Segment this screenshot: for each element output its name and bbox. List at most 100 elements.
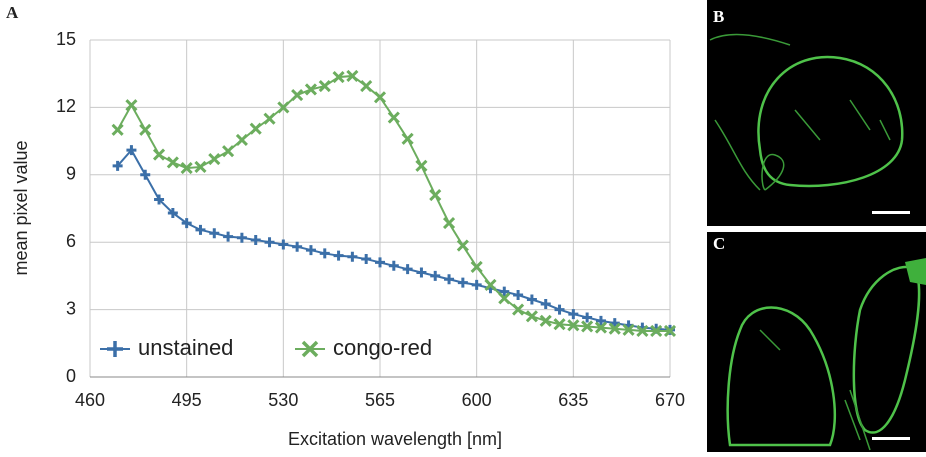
data-point xyxy=(347,251,358,262)
data-point xyxy=(513,289,524,300)
series-line xyxy=(116,148,671,331)
data-point xyxy=(291,88,304,102)
y-tick-label: 0 xyxy=(66,366,76,386)
data-point xyxy=(401,132,414,145)
data-point xyxy=(154,194,165,205)
data-point xyxy=(223,231,234,242)
data-point xyxy=(167,207,178,218)
data-point xyxy=(415,159,428,172)
data-point xyxy=(388,260,399,271)
data-point xyxy=(567,319,580,332)
data-point xyxy=(111,123,124,136)
legend-label: congo-red xyxy=(333,335,432,360)
data-point xyxy=(430,270,441,281)
data-point xyxy=(442,217,456,230)
x-tick-label: 670 xyxy=(655,390,685,410)
data-point xyxy=(526,294,537,305)
y-tick-label: 3 xyxy=(66,298,76,318)
data-point xyxy=(305,245,316,256)
data-point xyxy=(457,277,468,288)
x-tick-label: 635 xyxy=(558,390,588,410)
legend-label: unstained xyxy=(138,335,233,360)
data-point xyxy=(250,234,261,245)
data-point xyxy=(195,224,206,235)
data-point xyxy=(470,260,483,273)
data-point xyxy=(499,286,510,297)
y-tick-label: 12 xyxy=(56,96,76,116)
data-point xyxy=(471,279,482,290)
data-point xyxy=(525,310,538,323)
data-point xyxy=(540,298,551,309)
data-point xyxy=(554,304,565,315)
data-point xyxy=(360,79,373,93)
data-point xyxy=(456,239,469,252)
data-point xyxy=(319,248,330,259)
data-point xyxy=(140,169,151,180)
data-point xyxy=(166,156,179,169)
data-point xyxy=(582,312,593,323)
data-point xyxy=(387,111,400,124)
data-point xyxy=(235,133,248,147)
data-point xyxy=(263,112,276,125)
data-point xyxy=(636,324,649,338)
data-point xyxy=(373,91,387,104)
data-point xyxy=(539,314,552,327)
data-point xyxy=(264,237,275,248)
data-point xyxy=(402,264,413,275)
data-point xyxy=(304,83,318,96)
data-point xyxy=(112,160,123,171)
panel-label: B xyxy=(713,7,724,26)
data-point xyxy=(429,188,442,202)
data-point xyxy=(194,160,207,173)
data-point xyxy=(333,250,344,261)
data-point xyxy=(650,324,663,338)
data-point xyxy=(125,99,138,112)
data-point xyxy=(318,79,331,93)
data-point xyxy=(581,320,594,333)
y-axis-title: mean pixel value xyxy=(11,140,31,275)
series-line xyxy=(116,74,670,332)
data-point xyxy=(278,239,289,250)
data-point xyxy=(180,161,193,175)
data-point xyxy=(608,322,621,335)
data-point xyxy=(236,232,247,243)
data-point xyxy=(622,323,635,336)
x-tick-label: 530 xyxy=(268,390,298,410)
x-tick-label: 565 xyxy=(365,390,395,410)
data-point xyxy=(209,228,220,239)
data-point xyxy=(361,254,372,265)
y-tick-label: 9 xyxy=(66,164,76,184)
data-point xyxy=(375,257,385,268)
data-point xyxy=(553,318,566,331)
data-point xyxy=(498,292,511,305)
data-point xyxy=(181,218,192,229)
legend-marker xyxy=(301,340,319,358)
panel-label: C xyxy=(713,234,725,253)
legend-marker xyxy=(107,341,123,357)
data-point xyxy=(595,315,606,326)
data-point xyxy=(512,303,525,316)
data-point xyxy=(416,267,427,278)
data-point xyxy=(594,321,608,334)
x-tick-label: 495 xyxy=(172,390,202,410)
data-point xyxy=(152,148,166,161)
panel-label: A xyxy=(6,3,19,22)
data-point xyxy=(332,71,345,84)
y-tick-label: 15 xyxy=(56,29,76,49)
image-b: B xyxy=(707,0,926,226)
data-point xyxy=(222,145,235,158)
data-point xyxy=(292,241,303,252)
image-c: C xyxy=(707,232,926,452)
data-point xyxy=(346,69,359,83)
x-axis-title: Excitation wavelength [nm] xyxy=(288,429,502,449)
data-point xyxy=(444,274,455,285)
y-tick-label: 6 xyxy=(66,231,76,251)
data-point xyxy=(663,324,677,338)
data-point xyxy=(208,153,221,166)
data-point xyxy=(126,145,137,156)
data-point xyxy=(249,122,262,135)
data-point xyxy=(139,123,152,136)
data-point xyxy=(484,278,497,291)
data-point xyxy=(277,101,290,114)
